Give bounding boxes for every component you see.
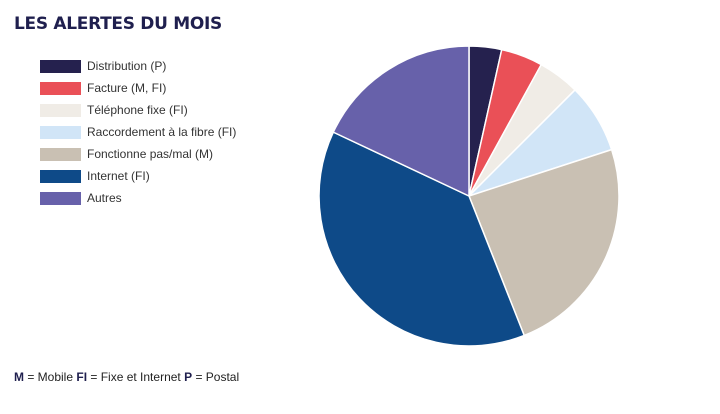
chart-legend: Distribution (P) Facture (M, FI) Téléphone… [40,55,236,209]
footnote-m-code: M [14,370,24,384]
legend-item: Téléphone fixe (FI) [40,99,236,121]
legend-swatch [40,59,81,73]
legend-item: Fonctionne pas/mal (M) [40,143,236,165]
legend-swatch [40,147,81,161]
legend-label: Internet (FI) [87,169,150,183]
legend-swatch [40,191,81,205]
footnote-p-code: P [184,370,193,384]
legend-swatch [40,169,81,183]
footnote-p-text: = Postal [192,370,240,384]
legend-label: Téléphone fixe (FI) [87,103,188,117]
pie-slice [318,131,525,347]
chart-title: LES ALERTES DU MOIS [14,14,222,34]
legend-label: Distribution (P) [87,59,167,73]
pie-chart [318,45,620,347]
legend-label: Autres [87,191,122,205]
legend-swatch [40,81,81,95]
legend-item: Internet (FI) [40,165,236,187]
legend-label: Facture (M, FI) [87,81,167,95]
footnote: M = Mobile FI = Fixe et Internet P = Pos… [14,370,239,384]
footnote-fi-code: FI [76,370,88,384]
legend-item: Autres [40,187,236,209]
legend-swatch [40,103,81,117]
pie-slice [332,45,470,197]
footnote-fi-text: = Fixe et Internet [87,370,185,384]
legend-label: Raccordement à la fibre (FI) [87,125,237,139]
footnote-m-text: = Mobile [24,370,77,384]
legend-item: Raccordement à la fibre (FI) [40,121,236,143]
legend-item: Facture (M, FI) [40,77,236,99]
legend-item: Distribution (P) [40,55,236,77]
legend-label: Fonctionne pas/mal (M) [87,147,214,161]
legend-swatch [40,125,81,139]
